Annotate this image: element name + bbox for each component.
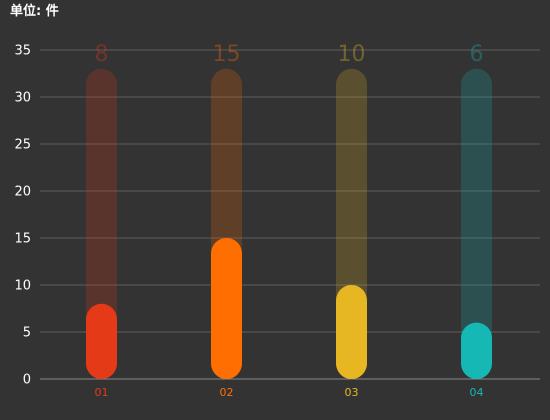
data-label: 15 [213,42,241,67]
y-tick-label: 30 [14,91,31,106]
data-label: 8 [95,42,109,67]
y-tick-label: 5 [23,326,31,341]
x-tick-label: 02 [220,386,234,399]
y-tick-label: 15 [14,232,31,247]
bar-background [86,68,117,380]
x-tick-label: 03 [345,386,359,399]
data-label: 6 [470,42,484,67]
bar [461,322,492,379]
y-tick-label: 0 [23,373,31,388]
x-tick-label: 04 [470,386,484,399]
y-tick-label: 25 [14,138,31,153]
unit-label: 单位: 件 [10,4,59,19]
y-tick-label: 20 [14,185,31,200]
bar [336,285,367,379]
x-tick-label: 01 [95,386,109,399]
bar [211,238,242,379]
y-tick-label: 35 [14,44,31,59]
y-tick-label: 10 [14,279,31,294]
bar-background [461,68,492,380]
bar [86,303,117,379]
data-label: 10 [338,42,366,67]
